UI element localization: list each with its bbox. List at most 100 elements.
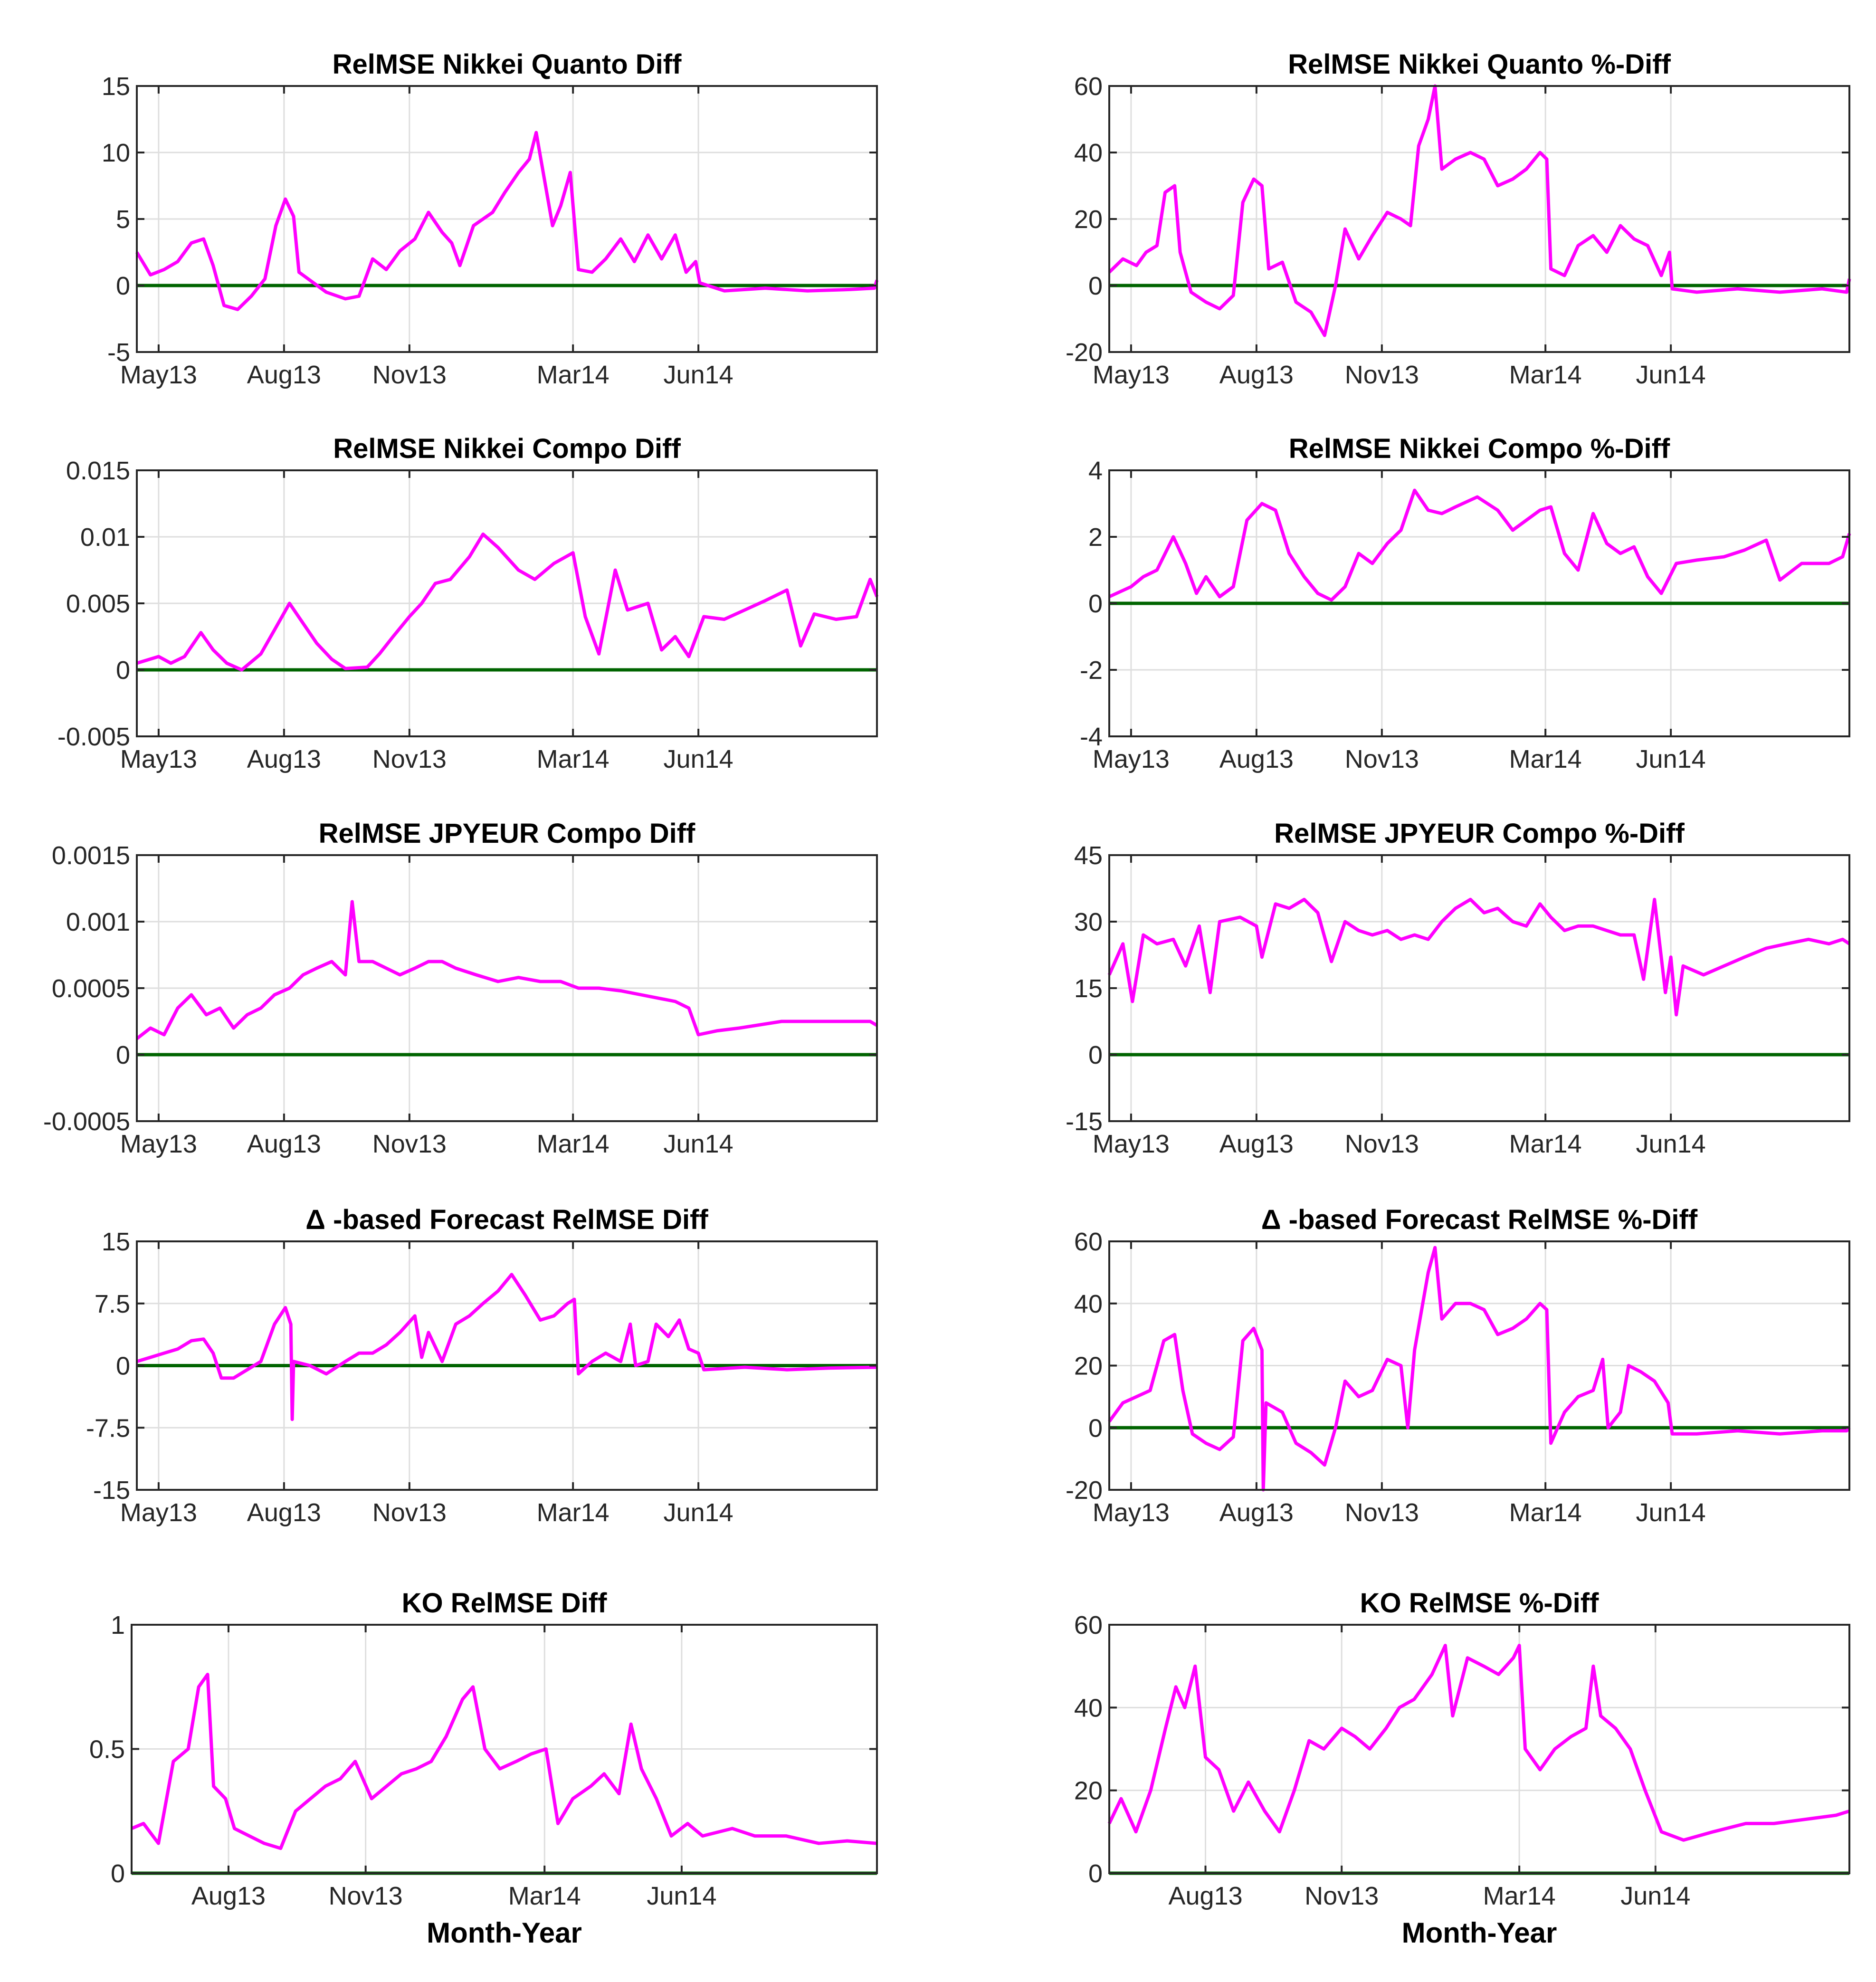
x-tick-label: Nov13 (1345, 1498, 1419, 1527)
y-tick-label: 15 (1074, 974, 1103, 1003)
chart-title: RelMSE Nikkei Compo %-Diff (1289, 433, 1670, 464)
x-tick-label: Nov13 (1305, 1882, 1379, 1910)
series-line (135, 131, 879, 311)
x-tick-label: Nov13 (1345, 1130, 1419, 1158)
y-tick-label: 1 (111, 1611, 125, 1639)
x-tick-label: May13 (1093, 745, 1170, 773)
x-tick-label: Jun14 (664, 745, 733, 773)
x-tick-label: Aug13 (1219, 361, 1294, 389)
y-tick-label: 60 (1074, 1611, 1103, 1639)
x-tick-label: May13 (1093, 1498, 1170, 1527)
x-tick-label: Mar14 (1509, 1130, 1582, 1158)
chart-title: Δ -based Forecast RelMSE %-Diff (1261, 1204, 1698, 1235)
y-tick-label: 0 (1088, 1414, 1103, 1442)
x-tick-label: Jun14 (1636, 1130, 1706, 1158)
x-tick-label: May13 (120, 361, 197, 389)
y-tick-label: 5 (116, 205, 130, 234)
x-tick-label: Nov13 (372, 745, 447, 773)
chart-title: RelMSE Nikkei Quanto Diff (333, 49, 682, 80)
y-tick-label: -5 (107, 338, 130, 367)
x-tick-label: Jun14 (664, 361, 733, 389)
x-tick-label: Mar14 (1509, 1498, 1582, 1527)
x-tick-label: Aug13 (1219, 745, 1294, 773)
y-tick-label: 7.5 (95, 1290, 130, 1318)
y-tick-label: 4 (1088, 457, 1103, 485)
y-tick-label: 0 (116, 656, 130, 685)
y-tick-label: -4 (1080, 723, 1103, 751)
x-tick-label: Mar14 (537, 1130, 609, 1158)
chart-title: RelMSE JPYEUR Compo Diff (319, 818, 695, 849)
series-line (1107, 897, 1850, 1017)
chart-panel: -15 -7.5 0 7.5 15 May13 Aug13 Nov13 Mar14 Jun14 Δ … (86, 1204, 878, 1527)
y-tick-label: -0.0005 (43, 1107, 130, 1136)
x-tick-label: May13 (120, 1498, 197, 1527)
y-tick-label: 0 (1088, 1859, 1103, 1888)
y-tick-label: 10 (102, 139, 130, 167)
series-line (136, 1273, 877, 1421)
y-tick-label: 60 (1074, 1228, 1103, 1256)
x-tick-label: Nov13 (372, 1498, 447, 1527)
x-tick-label: May13 (1093, 361, 1170, 389)
y-tick-label: 0 (116, 272, 130, 300)
chart-panel: -4 -2 0 2 4 May13 Aug13 Nov13 Mar14 Jun14 RelMSE N… (1080, 433, 1851, 773)
y-tick-label: 45 (1074, 841, 1103, 870)
y-tick-label: 20 (1074, 205, 1103, 234)
y-tick-label: 40 (1074, 139, 1103, 167)
y-tick-label: 20 (1074, 1777, 1103, 1805)
x-tick-label: Aug13 (191, 1882, 266, 1910)
x-tick-label: Jun14 (1636, 745, 1706, 773)
series-line (1108, 488, 1851, 602)
chart-title: RelMSE Nikkei Compo Diff (333, 433, 681, 464)
x-tick-label: Nov13 (372, 1130, 447, 1158)
x-tick-label: Aug13 (247, 1130, 321, 1158)
y-tick-label: 0.005 (66, 590, 130, 618)
x-tick-label: Mar14 (1509, 745, 1582, 773)
y-tick-label: 0.015 (66, 457, 130, 485)
chart-title: RelMSE Nikkei Quanto %-Diff (1288, 49, 1671, 80)
x-tick-label: Aug13 (1219, 1498, 1294, 1527)
chart-title: KO RelMSE Diff (402, 1588, 607, 1619)
x-tick-label: Aug13 (247, 1498, 321, 1527)
y-tick-label: 40 (1074, 1694, 1103, 1722)
y-tick-label: -15 (1066, 1107, 1103, 1136)
y-tick-label: 0.0005 (52, 974, 130, 1003)
x-tick-label: Aug13 (1168, 1882, 1242, 1910)
y-tick-label: 60 (1074, 72, 1103, 101)
x-tick-label: Mar14 (537, 1498, 609, 1527)
x-tick-label: May13 (120, 745, 197, 773)
x-tick-label: Jun14 (664, 1130, 733, 1158)
y-tick-label: -7.5 (86, 1414, 130, 1442)
x-axis-label: Month-Year (1402, 1917, 1557, 1949)
series-line (1108, 1246, 1851, 1492)
plot-area (1109, 1625, 1849, 1873)
y-tick-label: 30 (1074, 908, 1103, 936)
series-line (136, 532, 879, 672)
chart-panel: 0 0.5 1 Aug13 Nov13 Mar14 Jun14 KO RelMSE Diff M… (89, 1588, 878, 1949)
x-tick-label: Mar14 (1509, 361, 1582, 389)
series-line (1107, 1644, 1850, 1842)
x-tick-label: Nov13 (372, 361, 447, 389)
x-tick-label: May13 (120, 1130, 197, 1158)
y-tick-label: -2 (1080, 656, 1103, 685)
y-tick-label: 0 (111, 1859, 125, 1888)
y-tick-label: 0.001 (66, 908, 130, 936)
series-line (135, 900, 878, 1040)
x-tick-label: Aug13 (247, 361, 321, 389)
axes-frame (1108, 1624, 1850, 1874)
chart-title: Δ -based Forecast RelMSE Diff (305, 1204, 708, 1235)
chart-panel: 0 20 40 60 Aug13 Nov13 Mar14 Jun14 KO RelMSE %-D… (1074, 1588, 1850, 1949)
x-tick-label: Nov13 (329, 1882, 403, 1910)
chart-panel: -0.005 0 0.005 0.01 0.015 May13 Aug13 Nov13 Mar1… (57, 433, 879, 773)
chart-panel: -5 0 5 10 15 May13 Aug13 Nov13 Mar14 Jun14 RelMSE … (102, 49, 879, 389)
chart-panel: -20 0 20 40 60 May13 Aug13 Nov13 Mar14 Jun14 RelMS… (1066, 49, 1851, 389)
x-tick-label: Mar14 (537, 745, 609, 773)
chart-panel: -0.0005 0 0.0005 0.001 0.0015 May13 Aug13 Nov13… (43, 818, 878, 1158)
y-tick-label: 15 (102, 72, 130, 101)
chart-panel: -15 0 15 30 45 May13 Aug13 Nov13 Mar14 Jun14 RelMS… (1066, 818, 1850, 1158)
x-tick-label: Aug13 (247, 745, 321, 773)
x-tick-label: Jun14 (1636, 1498, 1706, 1527)
x-tick-label: Mar14 (1483, 1882, 1556, 1910)
y-tick-label: 40 (1074, 1290, 1103, 1318)
x-tick-label: Jun14 (1620, 1882, 1690, 1910)
